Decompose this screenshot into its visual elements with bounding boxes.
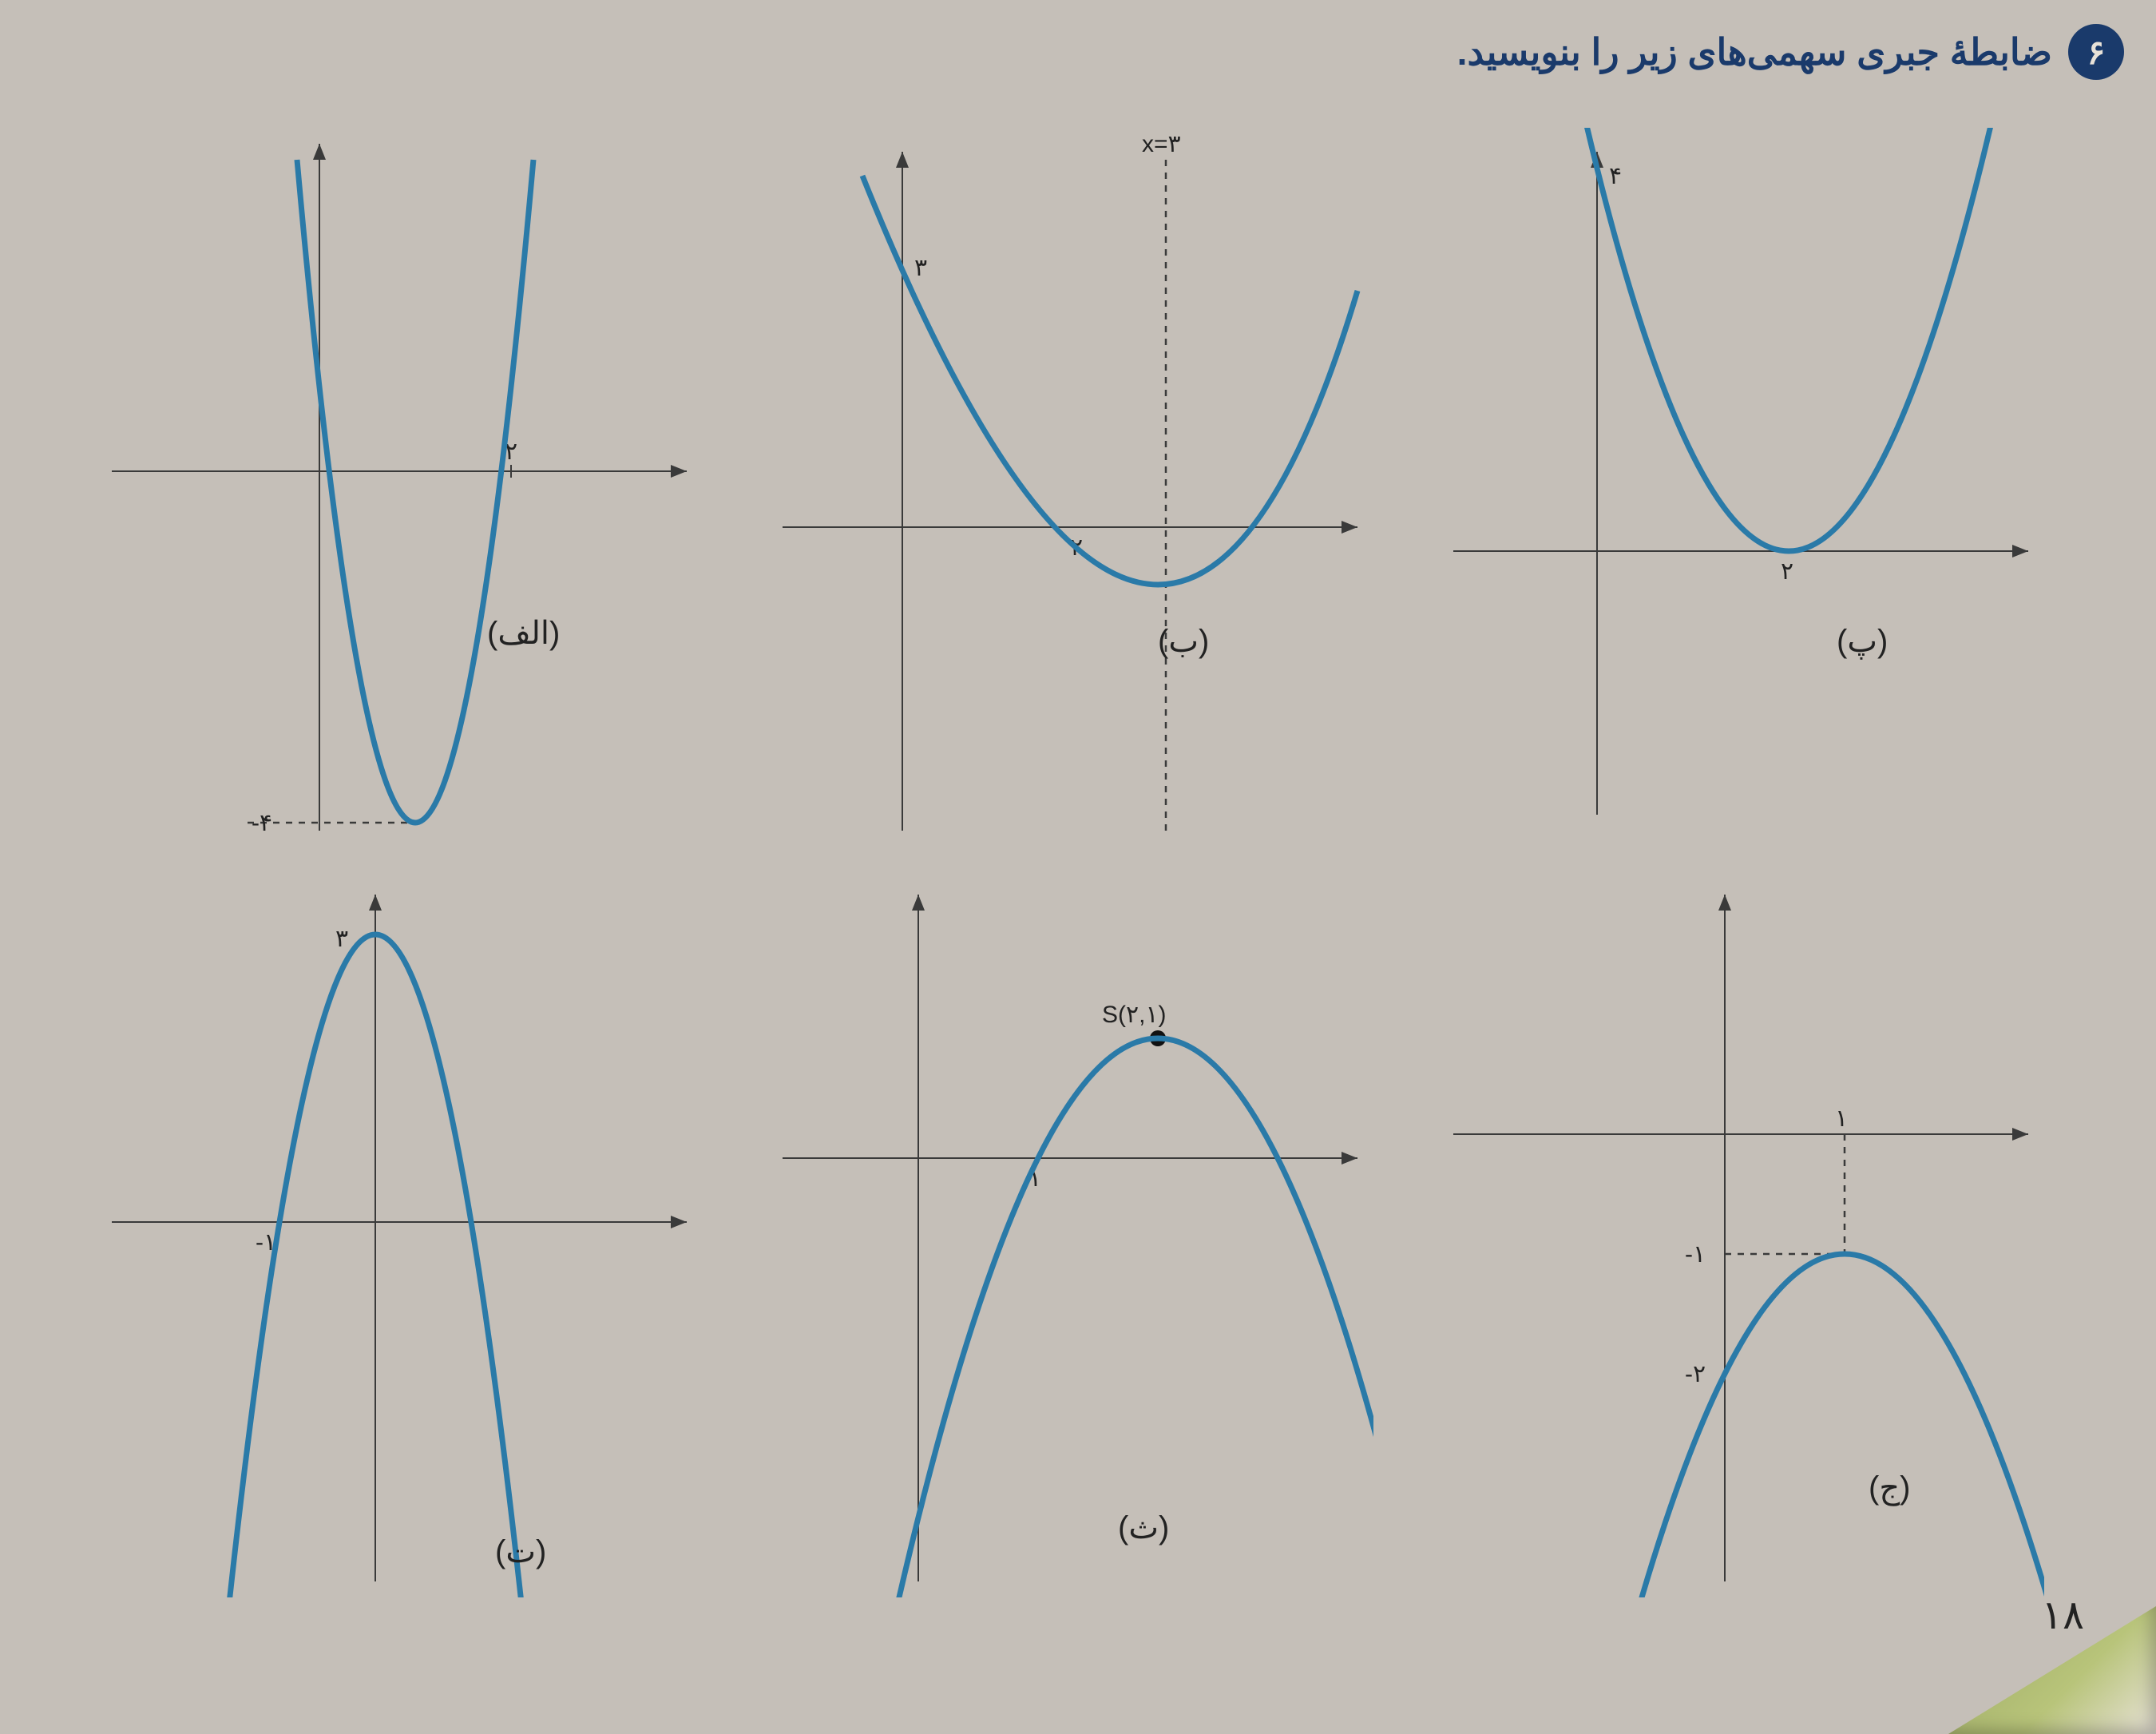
y-int-3: ۳ — [914, 255, 927, 281]
label-neg4: -۴ — [252, 810, 272, 836]
question-badge: ۶ — [2068, 24, 2124, 80]
lbl-x1: ۱ — [1835, 1105, 1848, 1132]
panel-label-jim: (ج) — [1869, 1470, 1910, 1506]
panel-pe: ۴ ۲ (پ) — [1437, 128, 2060, 847]
panel-label-se: (ث) — [1118, 1510, 1169, 1546]
lbl-neg2: -۲ — [1685, 1361, 1706, 1387]
vertex-label-s: S(۲,۱) — [1102, 1002, 1167, 1028]
panel-be: x=۳ ۳ ۲ (ب) — [767, 128, 1389, 847]
chart-be: x=۳ ۳ ۲ — [767, 128, 1373, 847]
lbl-neg1: -۱ — [1685, 1241, 1706, 1268]
panel-jim: -۱ ۱ -۲ (ج) — [1437, 879, 2060, 1597]
panel-label-alef: (الف) — [487, 615, 560, 652]
charts-grid: ۲ -۴ (الف) — [96, 128, 2060, 1597]
panel-label-be: (ب) — [1158, 623, 1209, 660]
panel-alef: ۲ -۴ (الف) — [96, 128, 719, 847]
header: ۶ ضابطهٔ جبری سهمی‌های زیر را بنویسید. — [1457, 24, 2124, 80]
y-int-4: ۴ — [1609, 163, 1622, 189]
panel-se: ۱ S(۲,۱) (ث) — [767, 879, 1389, 1597]
panel-label-pe: (پ) — [1837, 623, 1888, 660]
chart-pe: ۴ ۲ — [1437, 128, 2044, 847]
question-title: ضابطهٔ جبری سهمی‌های زیر را بنویسید. — [1457, 30, 2052, 73]
panel-label-te: (ت) — [495, 1534, 546, 1570]
tick-x-2p: ۲ — [1781, 558, 1793, 585]
chart-alef: ۲ -۴ — [96, 128, 703, 847]
vertex-y-3: ۳ — [335, 926, 348, 952]
axis-sym-label: x=۳ — [1142, 131, 1181, 157]
panel-te: ۳ -۱ (ت) — [96, 879, 719, 1597]
chart-te: ۳ -۱ — [96, 879, 703, 1597]
chart-se: ۱ S(۲,۱) — [767, 879, 1373, 1597]
chart-jim: -۱ ۱ -۲ — [1437, 879, 2044, 1597]
page-number: ۱۸ — [2041, 1592, 2084, 1638]
